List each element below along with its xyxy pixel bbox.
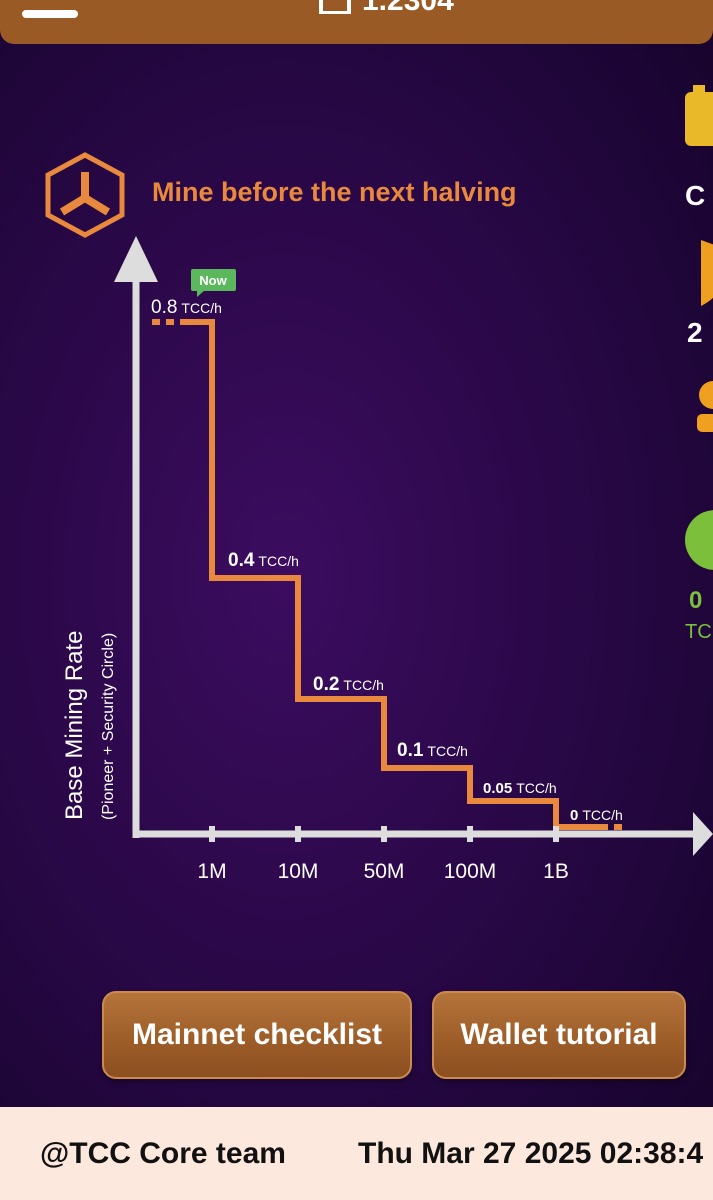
- hamburger-icon[interactable]: [22, 10, 78, 18]
- rate-step-line: [182, 319, 600, 830]
- x-tick-label: 1M: [197, 860, 226, 883]
- x-tick-label: 1B: [543, 860, 569, 883]
- x-tick: [553, 826, 559, 842]
- footer-timestamp: Thu Mar 27 2025 02:38:4: [358, 1137, 704, 1170]
- side-item-c: C: [685, 180, 705, 211]
- x-axis-arrow-icon: [693, 812, 713, 856]
- rate-label: 0.1 TCC/h: [397, 740, 468, 761]
- x-tick: [295, 826, 301, 842]
- tcc-logo-icon: [319, 0, 351, 14]
- x-tick-label: 100M: [444, 860, 497, 883]
- mainnet-checklist-button[interactable]: Mainnet checklist: [102, 991, 412, 1079]
- rate-label: 0.2 TCC/h: [313, 674, 384, 695]
- x-tick: [381, 826, 387, 842]
- now-badge-tail: [197, 290, 205, 297]
- side-item-tc: TC: [685, 621, 712, 643]
- green-badge-icon: [685, 510, 713, 570]
- tcc-logo-icon: [45, 152, 125, 238]
- wallet-tutorial-button[interactable]: Wallet tutorial: [432, 991, 686, 1079]
- now-badge: [191, 269, 236, 291]
- user-icon: [699, 381, 713, 409]
- footer: @TCC Core team Thu Mar 27 2025 02:38:4: [0, 1107, 713, 1200]
- rate-label: 0.4 TCC/h: [228, 550, 299, 571]
- y-axis-arrow-icon: [114, 236, 158, 282]
- side-item-0: 0: [689, 587, 702, 614]
- x-tick-label: 10M: [278, 860, 319, 883]
- promo-title: Mine before the next halving: [152, 177, 517, 207]
- y-axis-sublabel: (Pioneer + Security Circle): [100, 633, 117, 820]
- now-badge-label: Now: [199, 273, 227, 288]
- x-tick: [467, 826, 473, 842]
- balance-value: 1.2304: [362, 0, 454, 17]
- top-bar: 1.2304: [0, 0, 713, 44]
- rate-label: 0.8 TCC/h: [151, 297, 222, 318]
- y-axis-label: Base Mining Rate: [61, 631, 88, 820]
- x-tick-label: 50M: [364, 860, 405, 883]
- balance-display: 1.2304: [318, 0, 454, 17]
- rate-label: 0 TCC/h: [570, 807, 623, 824]
- side-panel: C 2 0 TC: [683, 80, 713, 660]
- battery-icon: [685, 92, 713, 146]
- x-axis: [133, 812, 713, 856]
- y-axis-label-group: Base Mining Rate (Pioneer + Security Cir…: [61, 631, 117, 820]
- side-item-2: 2: [687, 317, 703, 348]
- shield-icon: [701, 240, 713, 306]
- y-axis: [114, 236, 158, 838]
- footer-team: @TCC Core team: [40, 1137, 286, 1170]
- rate-label: 0.05 TCC/h: [483, 780, 557, 797]
- x-tick: [209, 826, 215, 842]
